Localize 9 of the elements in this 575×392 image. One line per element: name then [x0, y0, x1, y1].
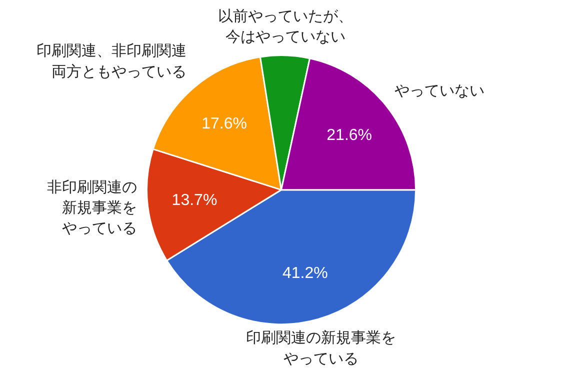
- slice-label: 非印刷関連の新規事業をやっている: [47, 178, 138, 238]
- data-label: 21.6%: [326, 126, 372, 144]
- slice-label: 印刷関連の新規事業をやっている: [246, 328, 396, 368]
- data-label: 41.2%: [282, 264, 328, 282]
- data-label: 13.7%: [172, 192, 218, 209]
- slice-label: やっていない: [394, 81, 484, 100]
- slice-label: 印刷関連、非印刷関連両方ともやっている: [36, 42, 187, 80]
- data-label: 17.6%: [202, 115, 247, 132]
- slice-label: 以前やっていたが、今はやっていない: [218, 6, 353, 46]
